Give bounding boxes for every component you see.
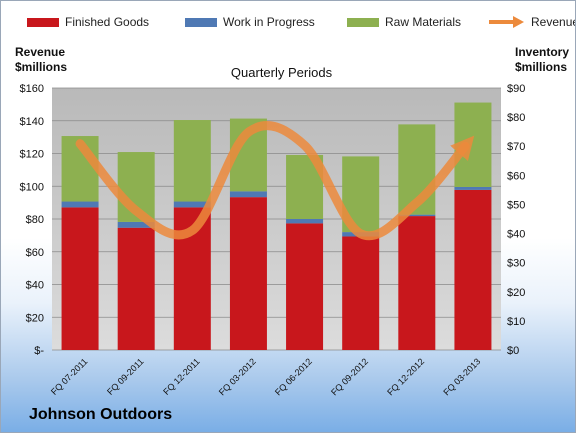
bar-work-in-progress — [61, 201, 99, 208]
left-tick-label: $- — [34, 345, 44, 357]
bar-raw-materials — [454, 102, 492, 187]
right-tick-label: $0 — [507, 345, 519, 357]
legend-swatch-work-in-progress — [185, 17, 217, 27]
bar-work-in-progress — [229, 191, 267, 198]
bar-finished-goods — [342, 236, 380, 350]
category-tick-label: FQ 09-2012 — [329, 356, 370, 397]
company-name: Johnson Outdoors — [29, 406, 173, 423]
right-axis-title-line2: $millions — [515, 60, 568, 74]
legend-label-finished-goods: Finished Goods — [65, 15, 150, 29]
bar-work-in-progress — [286, 219, 324, 224]
bar-raw-materials — [173, 120, 211, 202]
right-tick-label: $50 — [507, 199, 525, 211]
legend-item-raw-materials: Raw Materials — [347, 15, 461, 29]
right-tick-label: $40 — [507, 229, 525, 241]
right-tick-label: $10 — [507, 316, 525, 328]
legend-label-revenue: Revenue — [531, 15, 576, 29]
legend-swatch-finished-goods — [27, 17, 59, 27]
category-tick-label: FQ 03-2013 — [441, 356, 482, 397]
left-tick-label: $60 — [26, 247, 44, 259]
legend-label-work-in-progress: Work in Progress — [223, 15, 315, 29]
legend-item-work-in-progress: Work in Progress — [185, 15, 315, 29]
left-tick-label: $160 — [20, 83, 44, 95]
bar-finished-goods — [117, 227, 155, 350]
category-tick-label: FQ 03-2012 — [217, 356, 258, 397]
right-tick-label: $20 — [507, 287, 525, 299]
right-tick-label: $60 — [507, 170, 525, 182]
category-tick-label: FQ 06-2012 — [273, 356, 314, 397]
right-tick-label: $90 — [507, 83, 525, 95]
left-tick-label: $120 — [20, 149, 44, 161]
legend-item-revenue: Revenue — [487, 15, 576, 29]
bar-finished-goods — [286, 223, 324, 350]
category-tick-label: FQ 12-2011 — [161, 356, 202, 397]
bar-finished-goods — [61, 207, 99, 350]
bar-work-in-progress — [398, 214, 436, 217]
left-tick-label: $140 — [20, 116, 44, 128]
bar-finished-goods — [398, 216, 436, 350]
left-axis-title: Revenue $millions — [15, 45, 67, 75]
bar-work-in-progress — [454, 186, 492, 190]
revenue-line — [75, 121, 475, 241]
left-tick-label: $80 — [26, 214, 44, 226]
category-tick-label: FQ 12-2012 — [385, 356, 426, 397]
right-tick-label: $80 — [507, 112, 525, 124]
chart-title: Quarterly Periods — [231, 65, 333, 80]
right-tick-label: $30 — [507, 258, 525, 270]
category-tick-label: FQ 07-2011 — [49, 356, 90, 397]
bar-work-in-progress — [173, 201, 211, 208]
left-axis-title-line1: Revenue — [15, 45, 66, 59]
left-tick-label: $40 — [26, 280, 44, 292]
left-tick-label: $20 — [26, 312, 44, 324]
right-tick-label: $70 — [507, 141, 525, 153]
left-tick-label: $100 — [20, 181, 44, 193]
right-axis-title: Inventory $millions — [515, 45, 569, 75]
category-tick-label: FQ 09-2011 — [105, 356, 146, 397]
bar-finished-goods — [229, 197, 267, 350]
bar-finished-goods — [454, 189, 492, 350]
bar-work-in-progress — [117, 221, 155, 228]
legend-item-finished-goods: Finished Goods — [27, 15, 149, 29]
legend-swatch-raw-materials — [347, 17, 379, 27]
right-axis-title-line1: Inventory — [515, 45, 570, 59]
legend-arrow-icon — [489, 16, 524, 28]
left-axis-title-line2: $millions — [15, 60, 68, 74]
legend-label-raw-materials: Raw Materials — [385, 15, 462, 29]
